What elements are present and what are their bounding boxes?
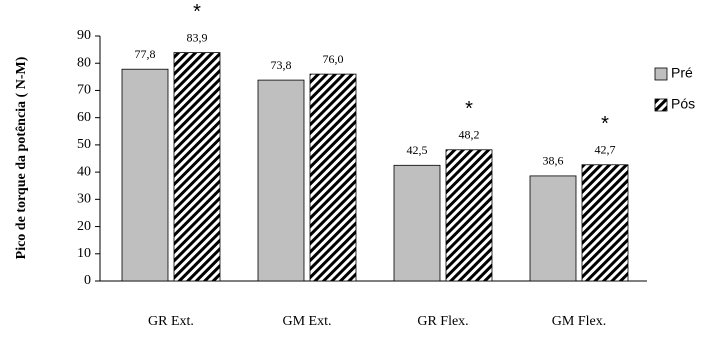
legend-label: Pós	[671, 96, 695, 112]
y-axis-label: Pico de torque da potência ( N-M)	[14, 56, 29, 259]
y-tick-label: 30	[77, 192, 91, 207]
value-label: 77,8	[135, 47, 156, 61]
y-tick-label: 90	[77, 28, 91, 43]
y-tick-label: 80	[77, 55, 91, 70]
bar	[581, 164, 629, 282]
bar	[121, 68, 169, 282]
bar	[173, 52, 221, 282]
value-label: 42,5	[407, 143, 428, 157]
bar	[529, 175, 577, 282]
bar	[257, 79, 305, 282]
value-label: 83,9	[187, 30, 208, 44]
significance-marker: *	[601, 113, 609, 135]
significance-marker: *	[193, 1, 201, 23]
legend-swatch	[654, 67, 668, 81]
bar	[393, 164, 441, 282]
value-label: 48,2	[459, 128, 480, 142]
y-tick-label: 20	[77, 219, 91, 234]
y-tick-label: 50	[77, 137, 91, 152]
value-label: 38,6	[543, 154, 564, 168]
significance-marker: *	[465, 98, 473, 120]
x-tick-label: GM Flex.	[552, 314, 606, 329]
y-tick-label: 40	[77, 164, 91, 179]
value-label: 42,7	[595, 143, 616, 157]
bar	[309, 73, 357, 282]
x-tick-label: GR Flex.	[417, 314, 468, 329]
y-tick-label: 0	[84, 273, 91, 288]
y-tick-label: 10	[77, 246, 91, 261]
legend-swatch	[654, 98, 668, 112]
legend-label: Pré	[671, 65, 693, 81]
value-label: 76,0	[323, 52, 344, 66]
x-tick-label: GM Ext.	[283, 314, 332, 329]
bar	[445, 149, 493, 282]
value-label: 73,8	[271, 58, 292, 72]
y-tick-label: 70	[77, 83, 91, 98]
y-tick-label: 60	[77, 110, 91, 125]
x-tick-label: GR Ext.	[148, 314, 194, 329]
